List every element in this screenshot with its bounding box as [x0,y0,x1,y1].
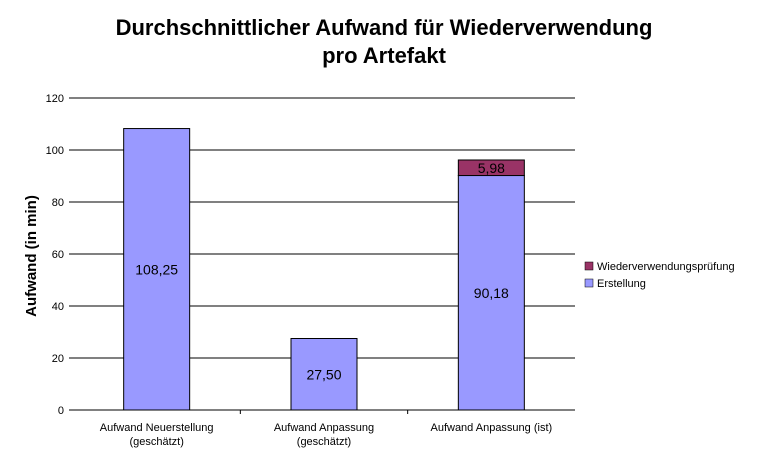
chart-title: Durchschnittlicher Aufwand für Wiederver… [0,14,768,70]
bar-erstellung [290,338,358,411]
bar-erstellung [457,175,525,411]
legend-swatch [584,278,594,288]
y-tick-label: 80 [52,197,64,209]
legend-swatch [584,261,594,271]
y-tick-label: 100 [46,145,64,157]
y-tick-label: 0 [58,405,64,417]
bar-erstellung [123,128,191,411]
y-tick-label: 20 [52,353,64,365]
y-tick-label: 40 [52,301,64,313]
x-category-label: Aufwand Neuerstellung [100,422,214,434]
data-label: 108,25 [135,261,178,277]
x-category-label: Aufwand Anpassung (ist) [430,422,552,434]
legend-label: Wiederverwendungsprüfung [597,261,735,273]
chart-title-line1: Durchschnittlicher Aufwand für Wiederver… [115,15,653,40]
legend-box [583,258,763,294]
legend-label: Erstellung [597,278,646,290]
y-axis-label: Aufwand (in min) [23,195,40,317]
y-tick-label: 60 [52,249,64,261]
y-tick-label: 120 [46,93,64,105]
x-category-label: Aufwand Anpassung [274,422,374,434]
data-label: 5,98 [478,160,505,176]
x-category-label: (geschätzt) [297,436,351,448]
data-label: 90,18 [474,285,509,301]
data-label: 27,50 [306,366,341,382]
x-category-label: (geschätzt) [129,436,183,448]
chart-title-line2: pro Artefakt [322,43,446,68]
bar-wiederverwendungspruefung [457,159,525,177]
